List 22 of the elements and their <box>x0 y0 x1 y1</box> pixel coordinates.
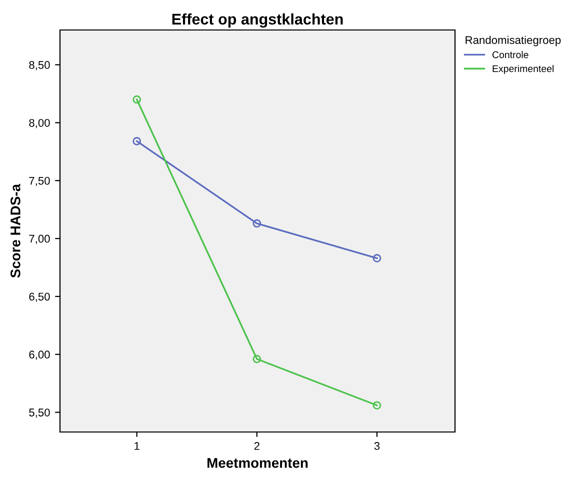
y-tick-label: 5,50 <box>29 408 50 418</box>
y-axis-title: Score HADS-a <box>10 184 20 278</box>
y-tick-label: 6,00 <box>29 350 50 360</box>
y-tick-label: 7,00 <box>29 234 50 244</box>
y-tick-label: 8,50 <box>29 61 50 70</box>
legend-label: Experimenteel <box>492 64 554 74</box>
point <box>132 95 142 104</box>
y-tick-label: 6,50 <box>29 292 50 302</box>
legend-label: Controle <box>492 51 528 58</box>
x-tick-label: 2 <box>254 442 260 450</box>
x-tick-label: 1 <box>134 442 140 450</box>
y-tick-label: 7,50 <box>29 176 50 186</box>
point <box>252 219 262 228</box>
point <box>132 137 142 146</box>
point <box>372 401 382 410</box>
legend-title: Randomisatiegroep <box>466 36 561 46</box>
x-axis-title: Meetmomenten <box>208 458 308 468</box>
point <box>372 254 382 262</box>
chart-title: Effect op angstklachten <box>172 13 343 28</box>
x-tick-label: 3 <box>374 442 380 450</box>
point <box>252 354 262 364</box>
y-tick-label: 8,00 <box>29 118 50 128</box>
